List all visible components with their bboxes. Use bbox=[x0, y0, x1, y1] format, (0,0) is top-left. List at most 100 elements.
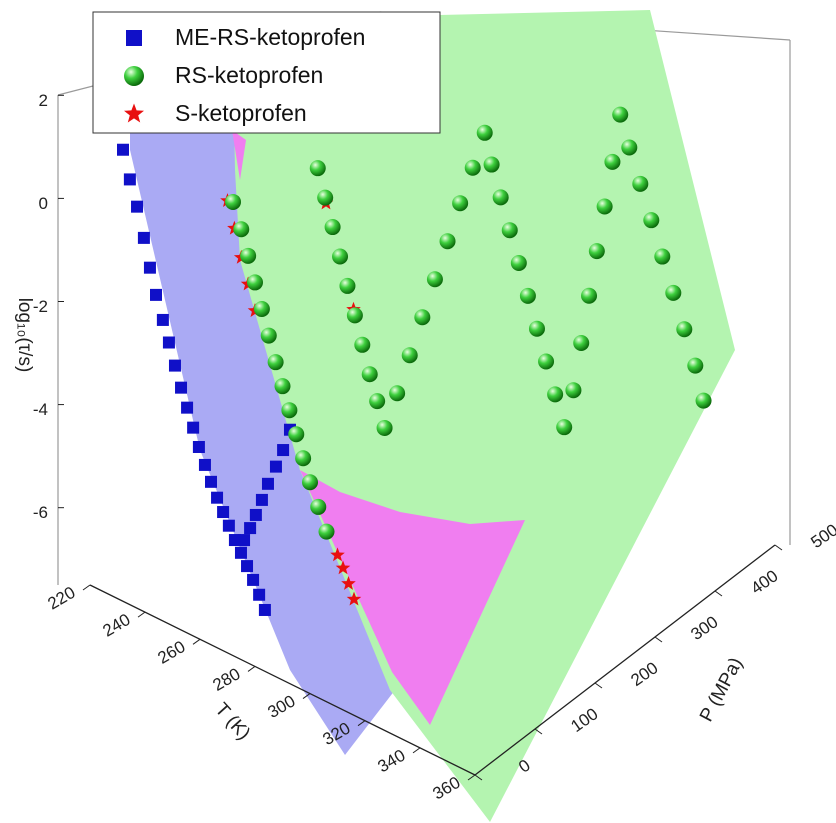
marker-square bbox=[192, 440, 205, 453]
marker-star bbox=[335, 560, 351, 575]
marker-square bbox=[117, 143, 129, 156]
marker-square bbox=[198, 458, 211, 471]
marker-sphere bbox=[565, 382, 582, 399]
marker-sphere bbox=[309, 160, 326, 177]
marker-square bbox=[187, 421, 200, 434]
y-tick bbox=[594, 682, 603, 689]
marker-sphere bbox=[414, 309, 431, 326]
marker-sphere bbox=[401, 347, 418, 364]
marker-square bbox=[205, 475, 217, 488]
legend: ME-RS-ketoprofen RS-ketoprofen S-ketoprofe… bbox=[92, 11, 441, 134]
marker-square bbox=[137, 231, 150, 244]
marker-sphere bbox=[346, 307, 363, 324]
marker-star bbox=[341, 576, 356, 590]
points bbox=[117, 106, 712, 616]
marker-sphere bbox=[604, 153, 621, 170]
marker-square bbox=[234, 546, 247, 559]
marker-sphere bbox=[519, 287, 536, 304]
marker-sphere bbox=[676, 321, 693, 338]
legend-label: ME-RS-ketoprofen bbox=[175, 24, 365, 50]
marker-sphere bbox=[492, 189, 509, 206]
marker-sphere bbox=[426, 271, 443, 288]
z-tick-label: -4 bbox=[33, 400, 48, 419]
marker-sphere bbox=[369, 393, 386, 410]
marker-sphere bbox=[573, 334, 590, 351]
marker-square bbox=[175, 381, 188, 394]
marker-sphere bbox=[288, 426, 305, 443]
marker-star bbox=[346, 591, 362, 606]
marker-sphere bbox=[581, 287, 598, 304]
marker-square bbox=[156, 313, 169, 326]
surface-s bbox=[300, 470, 525, 725]
marker-square bbox=[181, 401, 194, 414]
marker-sphere bbox=[695, 392, 712, 409]
marker-sphere bbox=[318, 523, 335, 540]
x-tick-label: 300 bbox=[264, 691, 298, 722]
marker-square bbox=[269, 460, 282, 473]
marker-square bbox=[258, 603, 271, 616]
marker-sphere bbox=[476, 124, 493, 141]
marker-sphere bbox=[439, 233, 456, 250]
x-tick bbox=[467, 774, 476, 781]
marker-square bbox=[211, 491, 224, 504]
marker-square bbox=[255, 493, 268, 506]
marker-sphere bbox=[354, 336, 371, 353]
y-tick bbox=[654, 636, 663, 643]
marker-sphere bbox=[687, 357, 704, 374]
marker-sphere bbox=[612, 106, 629, 123]
marker-square bbox=[277, 444, 290, 457]
y-tick bbox=[714, 590, 723, 597]
x-tick bbox=[192, 638, 201, 645]
marker-square bbox=[131, 200, 144, 213]
z-tick-label: -2 bbox=[33, 297, 48, 316]
marker-sphere bbox=[361, 366, 378, 383]
marker-sphere bbox=[596, 198, 613, 215]
marker-star bbox=[124, 103, 144, 123]
marker-sphere bbox=[124, 66, 144, 86]
x-tick-label: 240 bbox=[99, 610, 133, 641]
marker-sphere bbox=[654, 248, 671, 265]
marker-sphere bbox=[538, 353, 555, 370]
marker-square bbox=[222, 519, 235, 532]
y-tick-label: 100 bbox=[567, 704, 601, 736]
x-tick-label: 280 bbox=[209, 664, 243, 695]
x-tick bbox=[137, 611, 146, 618]
marker-sphere bbox=[302, 474, 318, 491]
y-tick-label: 0 bbox=[515, 756, 534, 777]
x-tick bbox=[302, 693, 311, 699]
marker-sphere bbox=[332, 248, 349, 265]
marker-square bbox=[123, 173, 136, 186]
y-axis-title: P (MPa) bbox=[696, 654, 747, 725]
x-tick-label: 340 bbox=[374, 746, 408, 777]
x-axis-title: T (K) bbox=[211, 699, 255, 744]
marker-sphere bbox=[240, 247, 257, 264]
marker-sphere bbox=[621, 139, 638, 156]
marker-sphere bbox=[556, 419, 573, 436]
marker-star bbox=[330, 547, 345, 562]
marker-sphere bbox=[588, 243, 605, 260]
marker-sphere bbox=[547, 386, 564, 403]
marker-sphere bbox=[267, 354, 284, 371]
marker-sphere bbox=[632, 175, 649, 192]
marker-sphere bbox=[643, 212, 660, 229]
surface-me bbox=[130, 15, 395, 755]
y-tick-label: 200 bbox=[627, 658, 661, 690]
x-tick bbox=[357, 720, 366, 727]
marker-sphere bbox=[339, 277, 356, 294]
z-tick-label: -6 bbox=[33, 503, 48, 522]
legend-label: RS-ketoprofen bbox=[175, 62, 323, 88]
marker-square bbox=[244, 522, 257, 535]
marker-sphere bbox=[483, 156, 500, 173]
marker-sphere bbox=[274, 378, 291, 395]
marker-sphere bbox=[510, 255, 527, 272]
marker-sphere bbox=[317, 189, 334, 206]
z-tick-label: 0 bbox=[39, 194, 48, 213]
marker-square bbox=[249, 508, 262, 521]
marker-sphere bbox=[452, 195, 469, 212]
marker-sphere bbox=[225, 193, 241, 210]
y-tick bbox=[474, 774, 483, 781]
z-axis-title: log₁₀(τ/s) bbox=[14, 298, 35, 373]
marker-sphere bbox=[260, 327, 277, 344]
marker-square bbox=[228, 534, 241, 547]
marker-square bbox=[247, 573, 260, 586]
